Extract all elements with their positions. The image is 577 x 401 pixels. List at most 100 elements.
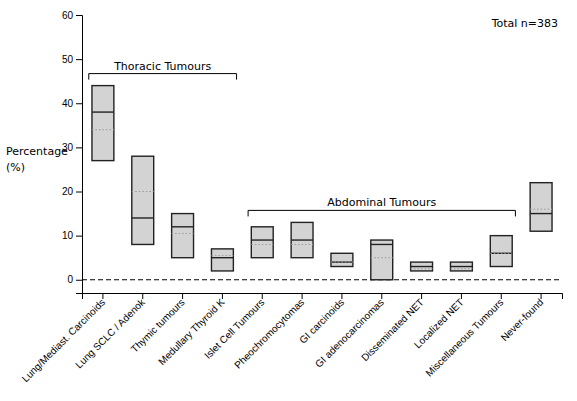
y-tick-mark bbox=[76, 236, 82, 237]
x-tick-mark bbox=[302, 293, 303, 299]
group-label: Thoracic Tumours bbox=[113, 60, 211, 73]
box-body bbox=[371, 240, 393, 280]
plot-area: 0102030405060Lung/Mediast. CarcinoidsLun… bbox=[20, 10, 563, 384]
x-tick-mark bbox=[341, 293, 342, 299]
box-mean bbox=[172, 233, 194, 234]
box bbox=[371, 240, 393, 280]
box-median bbox=[331, 261, 353, 262]
box-body bbox=[450, 262, 472, 271]
reference-line bbox=[82, 279, 562, 280]
group-bracket bbox=[89, 74, 237, 80]
y-tick-mark bbox=[76, 192, 82, 193]
box bbox=[530, 183, 552, 232]
box bbox=[291, 222, 313, 257]
x-tick: Miscellaneous Tumours bbox=[423, 293, 505, 379]
box-mean bbox=[132, 191, 154, 192]
box-median bbox=[450, 266, 472, 267]
box bbox=[331, 253, 353, 266]
box-body bbox=[490, 236, 512, 267]
x-tick-label: Medullary Thyroid K bbox=[156, 296, 227, 367]
chart-container: 0102030405060Lung/Mediast. CarcinoidsLun… bbox=[0, 0, 577, 401]
y-label-line: Percentage bbox=[6, 145, 68, 158]
box-median bbox=[530, 213, 552, 214]
y-tick: 0 bbox=[67, 274, 82, 285]
box-mean bbox=[211, 255, 233, 256]
y-tick: 60 bbox=[62, 10, 82, 21]
box-body bbox=[132, 156, 154, 244]
box bbox=[450, 262, 472, 271]
y-tick: 20 bbox=[62, 186, 82, 197]
x-tick: Disseminated NET bbox=[359, 293, 426, 363]
y-tick-label: 0 bbox=[67, 274, 73, 285]
x-tick-label: GI adenocarcinomas bbox=[313, 297, 386, 370]
x-tick-label: Never-found bbox=[499, 297, 546, 344]
box bbox=[132, 156, 154, 244]
x-tick-label: Pheochromocytomas bbox=[232, 297, 306, 371]
y-tick-label: 10 bbox=[62, 230, 74, 241]
y-tick-mark bbox=[76, 15, 82, 16]
x-tick-label: Lung/Mediast. Carcinoids bbox=[20, 297, 108, 385]
y-tick: 50 bbox=[62, 54, 82, 65]
y-tick: 10 bbox=[62, 230, 82, 241]
group-bracket bbox=[248, 210, 515, 216]
x-tick: Never-found bbox=[499, 293, 546, 343]
y-label-line: (%) bbox=[6, 161, 25, 174]
y-tick-mark bbox=[76, 280, 82, 281]
box-mean bbox=[291, 244, 313, 245]
y-tick-label: 50 bbox=[62, 54, 74, 65]
x-tick-mark bbox=[182, 293, 183, 299]
box-mean bbox=[490, 253, 512, 254]
box bbox=[92, 86, 114, 161]
annotations: Thoracic Tumours Abdominal Tumours bbox=[89, 60, 516, 217]
box bbox=[490, 236, 512, 267]
box-mean bbox=[92, 129, 114, 130]
x-tick-mark bbox=[222, 293, 223, 299]
y-tick-mark bbox=[76, 59, 82, 60]
x-axis: Lung/Mediast. CarcinoidsLung SCLC / Aden… bbox=[20, 293, 563, 384]
box-body bbox=[291, 222, 313, 257]
x-tick-mark bbox=[142, 293, 143, 299]
y-label: Percentage (%) bbox=[6, 145, 68, 174]
y-tick-label: 20 bbox=[62, 186, 74, 197]
box-median bbox=[371, 244, 393, 245]
x-tick-mark bbox=[262, 293, 263, 299]
box-body bbox=[92, 86, 114, 161]
box-body bbox=[331, 253, 353, 266]
x-tick: Medullary Thyroid K bbox=[156, 293, 227, 367]
x-tick-mark bbox=[501, 293, 502, 299]
box-median bbox=[291, 239, 313, 240]
box-median bbox=[411, 266, 433, 267]
y-tick: 40 bbox=[62, 98, 82, 109]
y-tick-label: 40 bbox=[62, 98, 74, 109]
axis-line bbox=[76, 16, 83, 294]
box-median bbox=[132, 217, 154, 218]
box bbox=[211, 249, 233, 271]
box bbox=[172, 214, 194, 258]
x-tick: Lung SCLC / Adenok bbox=[73, 293, 148, 370]
group-label: Abdominal Tumours bbox=[327, 196, 436, 209]
x-tick: Lung/Mediast. Carcinoids bbox=[20, 293, 108, 384]
x-tick: GI adenocarcinomas bbox=[313, 293, 386, 370]
chart-svg: 0102030405060Lung/Mediast. CarcinoidsLun… bbox=[0, 0, 577, 401]
x-tick-mark bbox=[541, 293, 542, 299]
box-median bbox=[251, 239, 273, 240]
box-body bbox=[411, 262, 433, 271]
y-tick-mark bbox=[76, 103, 82, 104]
x-tick: Pheochromocytomas bbox=[232, 293, 306, 371]
box-mean bbox=[331, 262, 353, 263]
box-body bbox=[211, 249, 233, 271]
box-median bbox=[172, 226, 194, 227]
box-median bbox=[92, 111, 114, 112]
x-tick-mark bbox=[381, 293, 382, 299]
box-mean bbox=[371, 257, 393, 258]
marks bbox=[82, 86, 562, 280]
box bbox=[411, 262, 433, 271]
title-note: Total n=383 bbox=[491, 17, 558, 30]
y-tick-mark bbox=[76, 147, 82, 148]
box-mean bbox=[411, 268, 433, 269]
box-median bbox=[211, 257, 233, 258]
x-tick-mark bbox=[461, 293, 462, 299]
y-tick-label: 60 bbox=[62, 10, 74, 21]
box-mean bbox=[530, 209, 552, 210]
box-mean bbox=[450, 268, 472, 269]
